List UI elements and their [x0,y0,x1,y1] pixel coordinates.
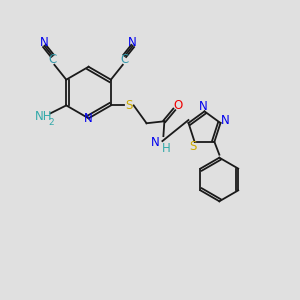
Text: N: N [128,35,137,49]
Text: N: N [221,113,230,127]
Text: O: O [174,99,183,112]
Text: S: S [189,140,196,153]
Text: N: N [84,112,93,125]
Text: S: S [125,99,132,112]
Text: 2: 2 [49,118,54,127]
Text: C: C [121,53,129,66]
Text: C: C [48,53,56,66]
Text: NH: NH [35,110,52,123]
Text: N: N [151,136,160,148]
Text: N: N [40,35,49,49]
Text: H: H [162,142,171,154]
Text: N: N [199,100,208,113]
